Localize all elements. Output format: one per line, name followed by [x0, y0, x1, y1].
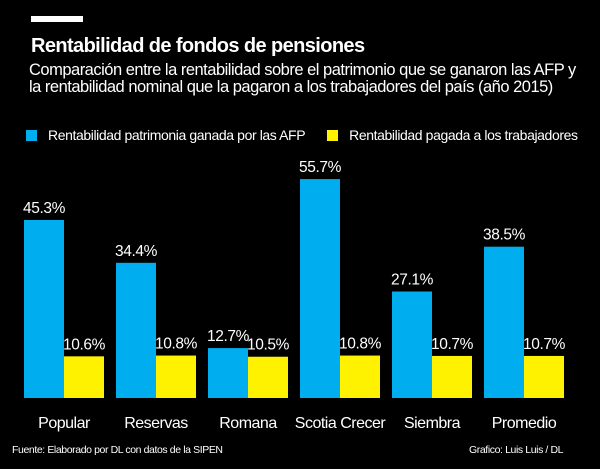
- legend-swatch-yellow: [327, 129, 339, 141]
- data-label: 10.6%: [63, 336, 106, 353]
- bar-trabajadores: [432, 355, 472, 398]
- data-label: 10.8%: [155, 336, 198, 353]
- bar-trabajadores: [64, 356, 104, 398]
- legend-item-afp: Rentabilidad patrimonia ganada por las A…: [26, 127, 306, 143]
- bar-trabajadores: [524, 355, 564, 398]
- bar-afp: [208, 348, 248, 398]
- category-label: Romana: [219, 415, 277, 432]
- credit-note: Grafico: Luis Luis / DL: [469, 444, 564, 456]
- legend-label: Rentabilidad pagada a los trabajadores: [349, 127, 578, 143]
- bar-trabajadores: [156, 355, 196, 398]
- bar-afp: [116, 262, 156, 398]
- bar-trabajadores: [248, 356, 288, 398]
- bar-afp: [300, 179, 340, 398]
- category-label: Siembra: [404, 415, 461, 432]
- legend-swatch-blue: [26, 129, 37, 141]
- decorative-top-bar: [31, 16, 83, 22]
- bar-afp: [392, 291, 432, 398]
- data-label: 10.7%: [431, 336, 474, 353]
- legend-label: Rentabilidad patrimonia ganada por las A…: [48, 127, 306, 143]
- source-note: Fuente: Elaborado por DL con datos de la…: [12, 444, 223, 456]
- category-label: Scotia Crecer: [295, 415, 387, 432]
- category-label: Popular: [38, 415, 91, 432]
- data-label: 10.8%: [339, 336, 382, 353]
- legend: Rentabilidad patrimonia ganada por las A…: [26, 127, 600, 143]
- chart-subtitle: Comparación entre la rentabilidad sobre …: [29, 61, 576, 96]
- data-label: 10.7%: [523, 336, 566, 353]
- data-label: 12.7%: [207, 328, 250, 345]
- data-label: 55.7%: [299, 159, 342, 176]
- chart-title: Rentabilidad de fondos de pensiones: [31, 35, 365, 57]
- legend-item-trabajadores: Rentabilidad pagada a los trabajadores: [327, 127, 578, 143]
- bar-afp: [484, 246, 524, 398]
- data-label: 27.1%: [391, 271, 434, 288]
- data-label: 34.4%: [115, 243, 158, 260]
- data-label: 38.5%: [483, 227, 526, 244]
- category-label: Promedio: [492, 415, 557, 432]
- category-label: Reservas: [124, 415, 188, 432]
- bar-trabajadores: [340, 355, 380, 398]
- data-label: 45.3%: [23, 200, 66, 217]
- data-label: 10.5%: [247, 337, 290, 354]
- bar-afp: [24, 219, 64, 398]
